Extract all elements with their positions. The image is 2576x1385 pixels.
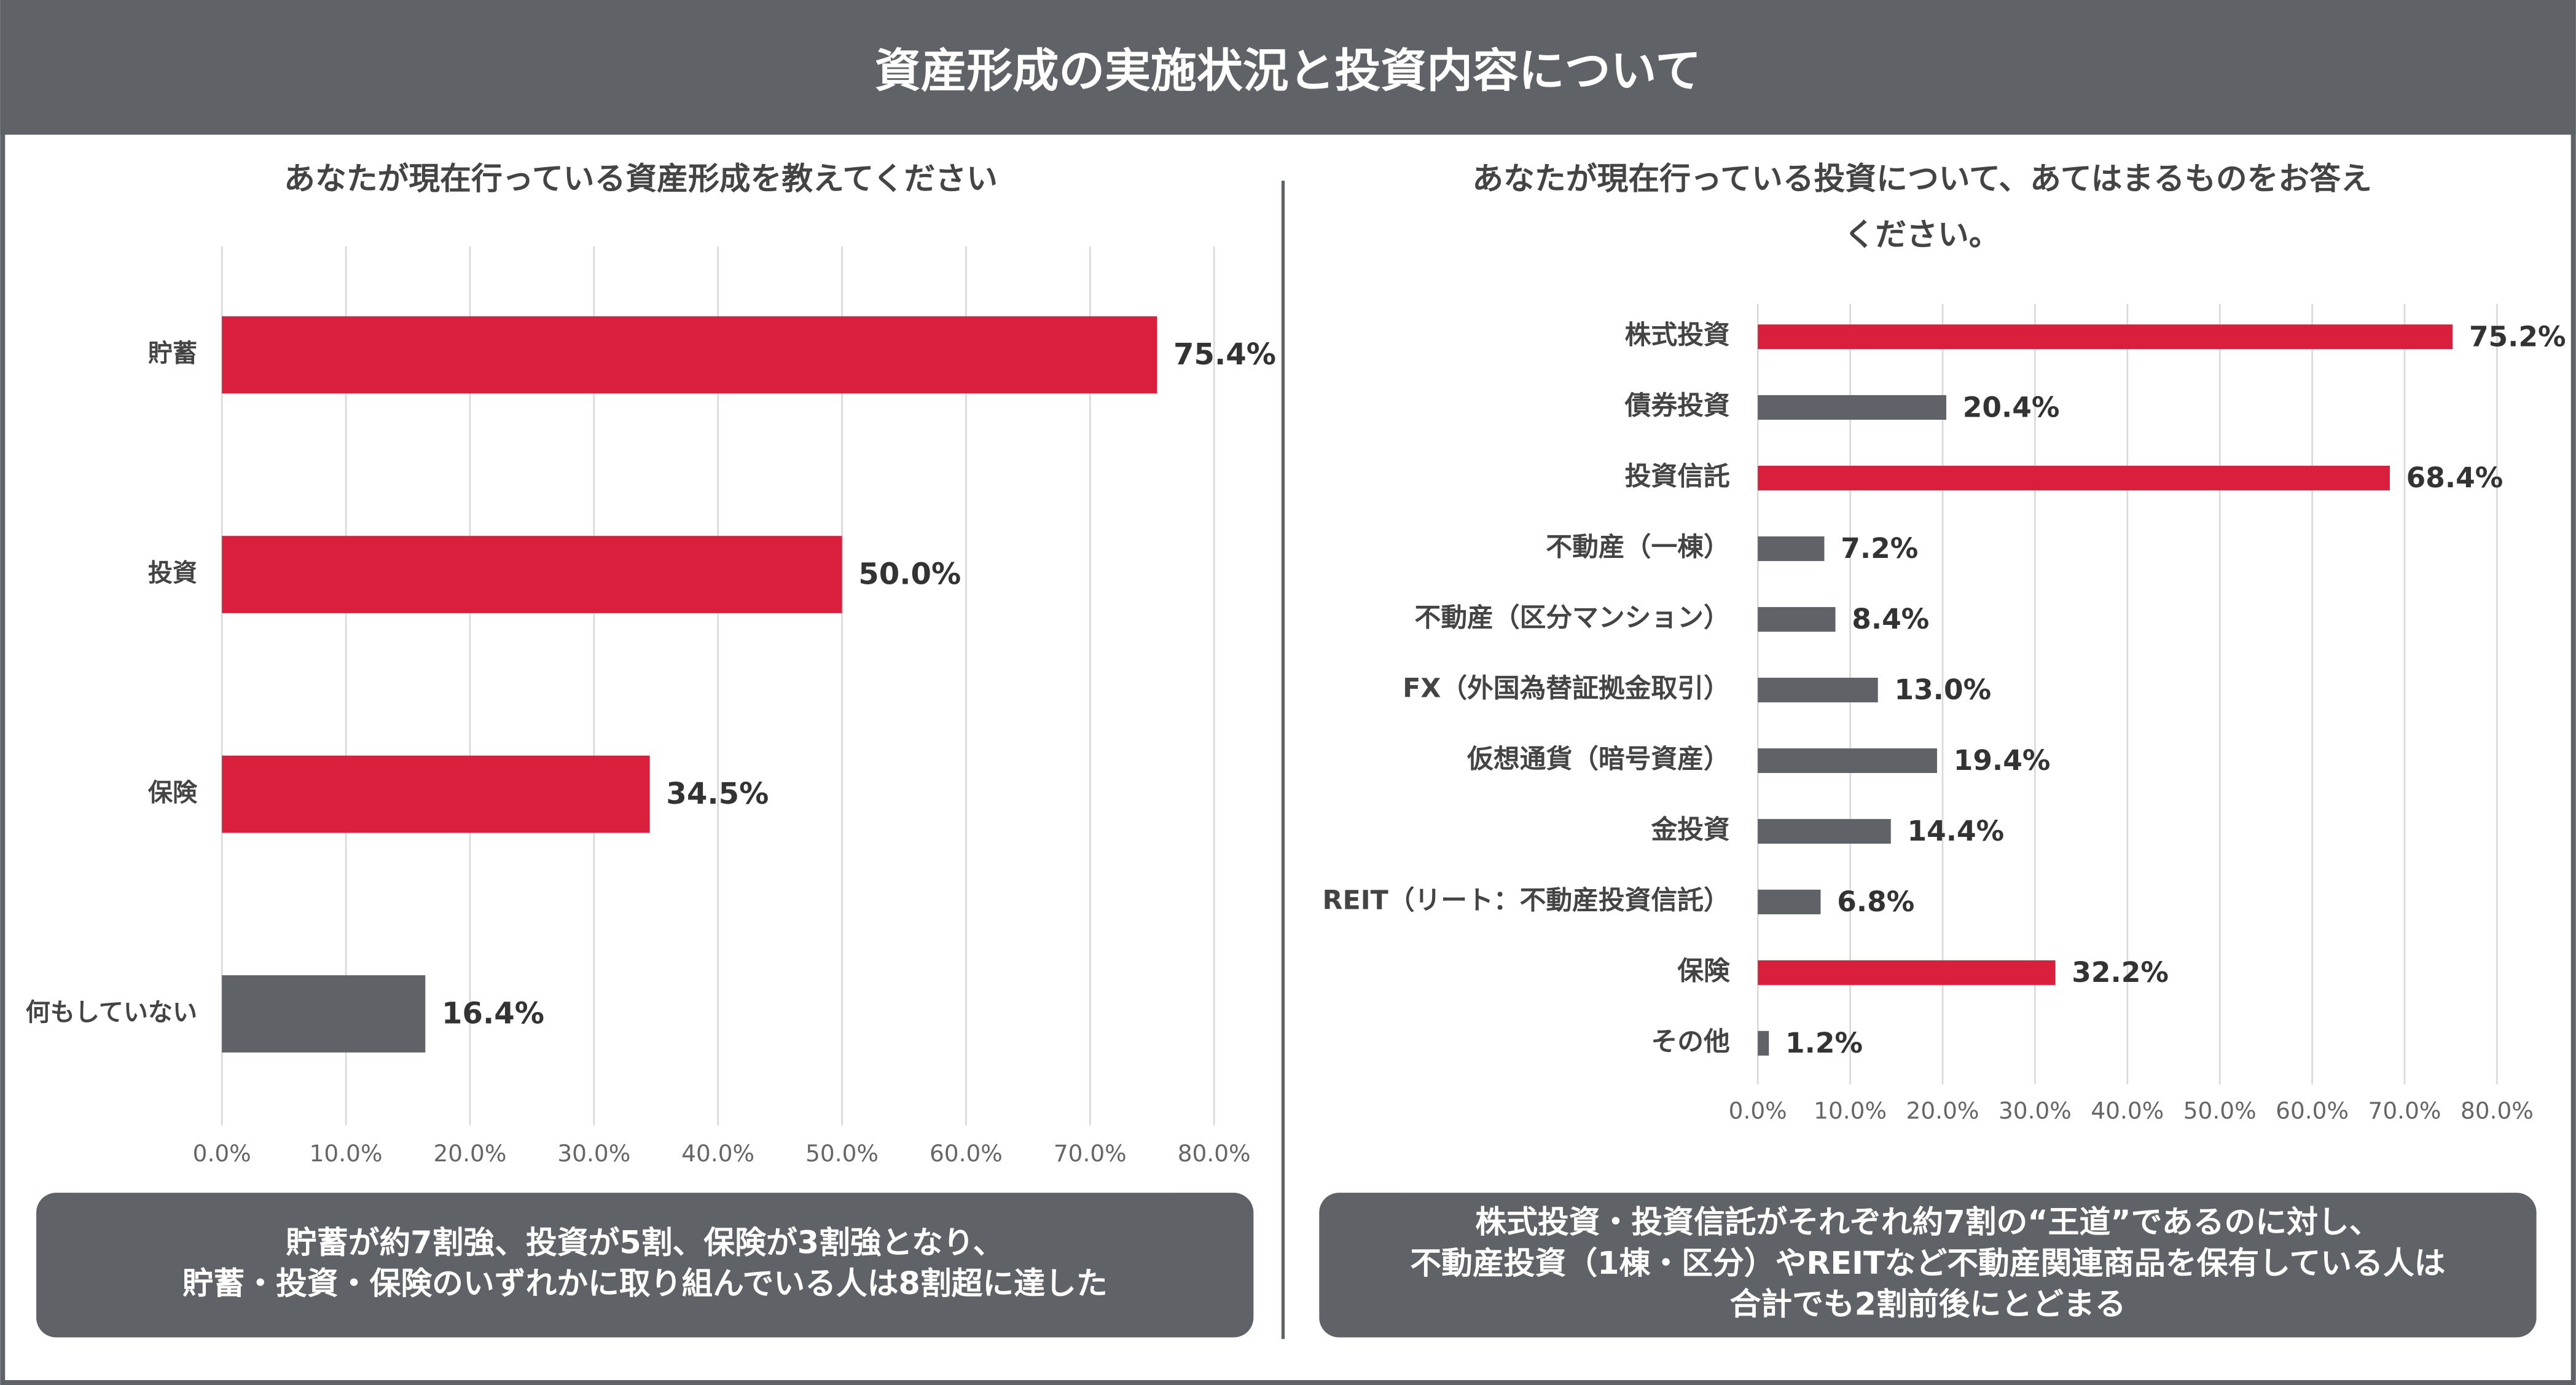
bar [1758, 889, 1821, 914]
category-label: REIT（リート：不動産投資信託） [1323, 885, 1730, 916]
bar [1758, 677, 1878, 703]
value-label: 50.0% [858, 557, 961, 592]
bar [222, 975, 426, 1053]
value-label: 1.2% [1785, 1027, 1863, 1059]
bar [1758, 466, 2390, 491]
x-tick-label: 0.0% [1729, 1097, 1787, 1124]
bar [222, 536, 842, 613]
value-label: 68.4% [2406, 461, 2504, 494]
summary-text: 合計でも2割前後にとどまる [1729, 1286, 2126, 1322]
category-label: 貯蓄 [148, 340, 197, 368]
category-label: 不動産（区分マンション） [1415, 603, 1730, 634]
summary-box [36, 1193, 1254, 1338]
value-label: 20.4% [1963, 391, 2060, 423]
summary-text: 貯蓄が約7割強、投資が5割、保険が3割強となり、 [286, 1224, 1004, 1260]
chart-title: ください。 [1844, 216, 2000, 253]
x-tick-label: 80.0% [2461, 1097, 2534, 1124]
summary-text: 不動産投資（1棟・区分）やREITなど不動産関連商品を保有している人は [1410, 1245, 2445, 1281]
category-label: FX（外国為替証拠金取引） [1403, 673, 1730, 704]
category-label: 債券投資 [1624, 391, 1730, 422]
x-tick-label: 70.0% [2368, 1097, 2441, 1124]
x-tick-label: 10.0% [1814, 1097, 1887, 1124]
x-tick-label: 80.0% [1178, 1140, 1251, 1167]
x-tick-label: 20.0% [434, 1140, 507, 1167]
bar [1758, 324, 2453, 350]
x-tick-label: 30.0% [557, 1140, 630, 1167]
bar [1758, 818, 1891, 844]
category-label: 何もしていない [26, 999, 197, 1027]
category-label: 仮想通貨（暗号資産） [1466, 744, 1730, 774]
x-tick-label: 70.0% [1054, 1140, 1127, 1167]
summary-box [1319, 1193, 2537, 1338]
x-tick-label: 10.0% [310, 1140, 383, 1167]
value-label: 32.2% [2072, 956, 2169, 989]
x-tick-label: 60.0% [930, 1140, 1003, 1167]
value-label: 16.4% [442, 997, 544, 1031]
x-tick-label: 50.0% [805, 1140, 879, 1167]
category-label: 投資 [148, 559, 197, 587]
chart-title: あなたが現在行っている投資について、あてはまるものをお答え [1472, 160, 2371, 197]
category-label: 株式投資 [1625, 320, 1730, 351]
x-tick-label: 40.0% [681, 1140, 754, 1167]
bar [1758, 606, 1836, 632]
summary-text: 貯蓄・投資・保険のいずれかに取り組んでいる人は8割超に達した [182, 1265, 1108, 1301]
bar [1758, 748, 1937, 774]
bar [222, 316, 1157, 394]
value-label: 19.4% [1954, 744, 2051, 777]
value-label: 75.4% [1173, 337, 1276, 372]
x-tick-label: 30.0% [1999, 1097, 2072, 1124]
category-label: 投資信託 [1625, 461, 1730, 492]
summary-text: 株式投資・投資信託がそれぞれ約7割の“王道”であるのに対し、 [1475, 1204, 2380, 1240]
category-label: その他 [1651, 1026, 1729, 1057]
x-tick-label: 60.0% [2276, 1097, 2349, 1124]
value-label: 6.8% [1837, 885, 1914, 918]
header-title: 資産形成の実施状況と投資内容について [875, 44, 1701, 98]
x-tick-label: 40.0% [2091, 1097, 2164, 1124]
bar [1758, 395, 1947, 420]
x-tick-label: 0.0% [193, 1140, 251, 1167]
category-label: 保険 [1677, 955, 1730, 986]
header-bar [0, 0, 2576, 135]
value-label: 75.2% [2469, 320, 2566, 353]
x-tick-label: 20.0% [1906, 1097, 1979, 1124]
bar [222, 755, 650, 833]
bar [1758, 536, 1825, 562]
category-label: 保険 [148, 779, 198, 807]
value-label: 34.5% [666, 777, 769, 811]
value-label: 13.0% [1894, 673, 1991, 706]
chart-title: あなたが現在行っている資産形成を教えてください [284, 160, 998, 197]
value-label: 7.2% [1841, 532, 1918, 565]
value-label: 8.4% [1852, 603, 1929, 635]
category-label: 不動産（一棟） [1546, 532, 1729, 563]
category-label: 金投資 [1651, 814, 1729, 845]
value-label: 14.4% [1908, 815, 2005, 847]
x-tick-label: 50.0% [2183, 1097, 2257, 1124]
bar [1758, 1030, 1769, 1056]
bar [1758, 960, 2056, 985]
